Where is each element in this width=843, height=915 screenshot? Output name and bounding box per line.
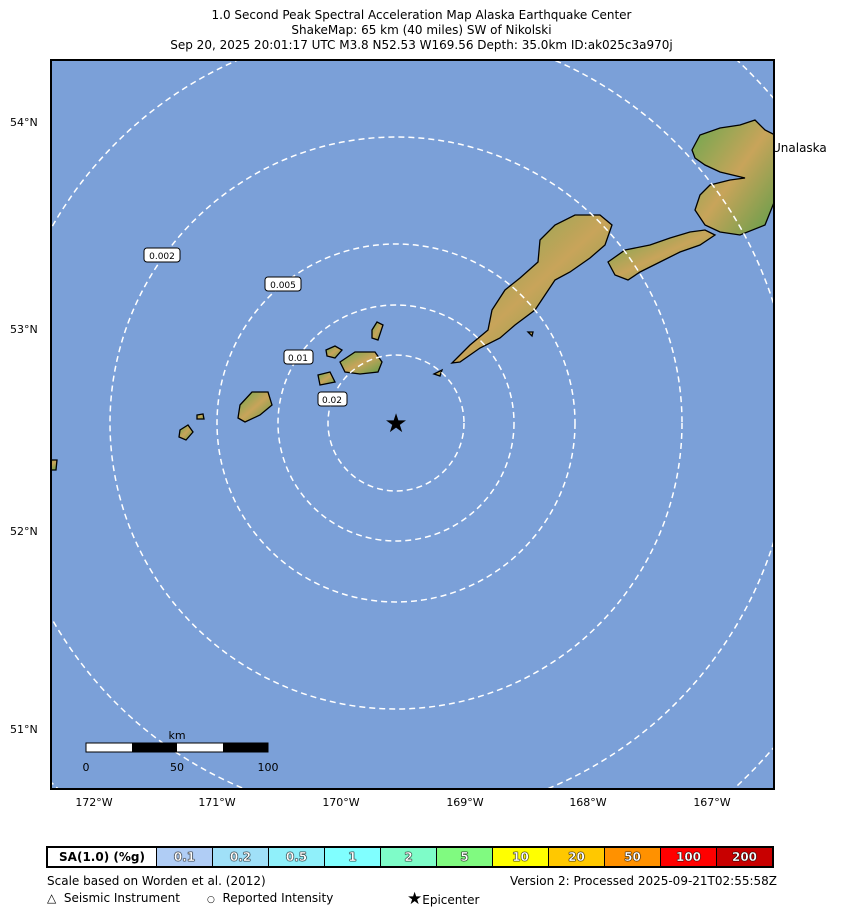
contour-label: 0.002 [143, 247, 181, 263]
legend-bin: 10 [492, 848, 548, 866]
lon-ticks: 172°W 171°W 170°W 169°W 168°W 167°W [75, 796, 730, 809]
scalebar: km 0 50 100 [83, 729, 279, 774]
svg-text:171°W: 171°W [198, 796, 235, 809]
legend-bin: 50 [604, 848, 660, 866]
svg-text:51°N: 51°N [10, 723, 38, 736]
map-frame [50, 59, 775, 790]
legend-reported: ○ Reported Intensity [207, 891, 334, 905]
epicenter-star-icon: ★ [384, 409, 407, 439]
svg-text:0: 0 [83, 761, 90, 774]
lat-ticks: 54°N 53°N 52°N 51°N [10, 116, 38, 736]
contour-label: 0.01 [283, 349, 314, 365]
legend-bin: 1 [324, 848, 380, 866]
svg-text:53°N: 53°N [10, 323, 38, 336]
legend-seismic: △ Seismic Instrument [47, 891, 180, 905]
svg-text:168°W: 168°W [569, 796, 606, 809]
legend-bin: 0.1 [156, 848, 212, 866]
contour-label: 0.005 [264, 276, 302, 292]
contour-0.02 [327, 354, 465, 492]
triangle-icon: △ [47, 891, 57, 905]
legend-epicenter: ★Epicenter [407, 889, 480, 909]
svg-text:169°W: 169°W [446, 796, 483, 809]
islands [51, 119, 774, 471]
svg-text:0.01: 0.01 [288, 354, 308, 364]
shakemap: 0.002 0.005 0.01 0.02 ★ Unalaska km 0 50… [10, 59, 827, 809]
svg-text:50: 50 [170, 761, 184, 774]
contour-0.01 [277, 304, 515, 542]
legend-bin: 2 [380, 848, 436, 866]
legend-bin: 100 [660, 848, 716, 866]
place-label-unalaska: Unalaska [772, 141, 827, 155]
map-title: 1.0 Second Peak Spectral Acceleration Ma… [170, 8, 673, 52]
legend-bin: 0.2 [212, 848, 268, 866]
svg-text:0.005: 0.005 [270, 281, 296, 291]
contour-label: 0.02 [317, 391, 348, 407]
legend-bin: 200 [716, 848, 772, 866]
legend-bin: 0.5 [268, 848, 324, 866]
contour-0.002 [109, 136, 683, 710]
svg-text:172°W: 172°W [75, 796, 112, 809]
star-icon: ★ [407, 889, 423, 909]
svg-text:0.002: 0.002 [149, 252, 175, 262]
contours [51, 60, 774, 789]
contour-0.005 [216, 243, 576, 603]
legend-bin: 5 [436, 848, 492, 866]
intensity-legend: SA(1.0) (%g) 0.1 0.2 0.5 1 2 5 10 20 50 100 200 [46, 846, 774, 868]
water [51, 60, 774, 789]
svg-text:100: 100 [258, 761, 279, 774]
svg-text:54°N: 54°N [10, 116, 38, 129]
svg-text:170°W: 170°W [322, 796, 359, 809]
scale-note: Scale based on Worden et al. (2012) [47, 874, 266, 888]
svg-text:0.02: 0.02 [322, 396, 342, 406]
legend-bin: 20 [548, 848, 604, 866]
svg-text:km: km [168, 729, 185, 742]
svg-text:167°W: 167°W [693, 796, 730, 809]
legend-label: SA(1.0) (%g) [48, 848, 156, 866]
circle-icon: ○ [207, 895, 215, 905]
svg-text:52°N: 52°N [10, 525, 38, 538]
version-info: Version 2: Processed 2025-09-21T02:55:58… [510, 874, 777, 888]
